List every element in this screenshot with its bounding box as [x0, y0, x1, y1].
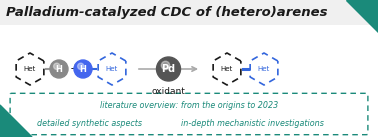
FancyBboxPatch shape [0, 0, 378, 25]
Text: oxidant: oxidant [152, 87, 186, 96]
Text: detailed synthetic aspects: detailed synthetic aspects [37, 119, 143, 129]
Text: +: + [70, 62, 80, 75]
Ellipse shape [50, 60, 68, 78]
Text: in-depth mechanistic investigations: in-depth mechanistic investigations [181, 119, 324, 129]
Ellipse shape [54, 63, 60, 69]
Ellipse shape [156, 57, 181, 81]
Text: H: H [56, 65, 62, 73]
Text: Palladium-catalyzed CDC of (hetero)arenes: Palladium-catalyzed CDC of (hetero)arene… [6, 6, 327, 19]
Text: Pd: Pd [161, 64, 175, 74]
Ellipse shape [161, 61, 170, 70]
Text: Het: Het [258, 66, 270, 72]
Ellipse shape [74, 60, 92, 78]
Text: Het: Het [24, 66, 36, 72]
Polygon shape [346, 0, 378, 32]
Ellipse shape [77, 63, 84, 69]
FancyBboxPatch shape [10, 93, 368, 135]
Text: literature overview: from the origins to 2023: literature overview: from the origins to… [100, 102, 278, 111]
Text: Het: Het [221, 66, 233, 72]
Text: Het: Het [106, 66, 118, 72]
Polygon shape [0, 105, 32, 137]
Text: H: H [79, 65, 87, 73]
